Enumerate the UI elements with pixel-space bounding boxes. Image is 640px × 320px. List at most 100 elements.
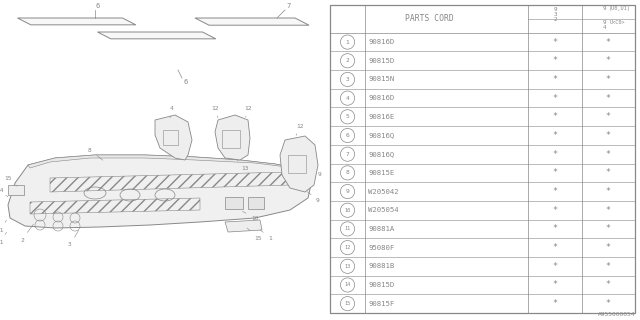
Text: 9: 9 [346, 189, 349, 194]
Text: *: * [552, 37, 557, 47]
Text: 12: 12 [211, 106, 219, 118]
Text: *: * [606, 150, 611, 159]
Text: 15: 15 [344, 301, 351, 306]
Polygon shape [155, 115, 192, 160]
Text: *: * [552, 224, 557, 233]
Polygon shape [97, 32, 216, 39]
Text: 90815F: 90815F [368, 301, 394, 307]
Text: 12: 12 [296, 124, 304, 135]
Polygon shape [215, 115, 250, 160]
Text: *: * [552, 131, 557, 140]
Text: 9: 9 [603, 20, 606, 25]
Text: *: * [552, 280, 557, 290]
Text: 13: 13 [237, 160, 249, 171]
Text: 1: 1 [260, 230, 272, 241]
Bar [163, 130, 178, 145]
Text: *: * [606, 187, 611, 196]
Text: *: * [606, 224, 611, 233]
Text: 6: 6 [183, 79, 188, 85]
Text: 2: 2 [20, 224, 33, 243]
Text: 90815D: 90815D [368, 58, 394, 64]
Text: 5: 5 [346, 114, 349, 119]
Text: 90881B: 90881B [368, 263, 394, 269]
Text: 6: 6 [95, 3, 99, 9]
Text: 11: 11 [344, 227, 351, 231]
Text: W205054: W205054 [368, 207, 399, 213]
Text: 11: 11 [0, 220, 6, 233]
Text: *: * [606, 56, 611, 65]
Text: 8: 8 [346, 170, 349, 175]
Polygon shape [280, 136, 318, 192]
Text: 8: 8 [88, 148, 103, 160]
Text: *: * [552, 112, 557, 121]
Text: *: * [606, 243, 611, 252]
Text: *: * [552, 168, 557, 177]
Text: 9: 9 [318, 172, 322, 178]
Polygon shape [30, 198, 200, 214]
Text: U<C0>: U<C0> [609, 20, 625, 25]
Text: 12: 12 [244, 106, 252, 117]
Polygon shape [8, 155, 312, 228]
Text: 4: 4 [346, 96, 349, 100]
Text: 10: 10 [344, 208, 351, 213]
Text: 3: 3 [346, 77, 349, 82]
Text: 4: 4 [170, 106, 174, 118]
Text: *: * [552, 150, 557, 159]
Text: 90816Q: 90816Q [368, 132, 394, 139]
Text: *: * [606, 262, 611, 271]
Text: 90815E: 90815E [368, 170, 394, 176]
Text: W205042: W205042 [368, 188, 399, 195]
Text: *: * [606, 299, 611, 308]
Text: 4: 4 [603, 25, 606, 30]
Text: 1: 1 [346, 40, 349, 44]
Text: 95080F: 95080F [368, 244, 394, 251]
Text: 2: 2 [553, 17, 557, 22]
Text: 90816E: 90816E [368, 114, 394, 120]
Text: *: * [606, 168, 611, 177]
Text: 7: 7 [346, 152, 349, 157]
Text: A955000054: A955000054 [598, 312, 635, 317]
Text: 15: 15 [247, 228, 262, 241]
Text: 11: 11 [0, 232, 6, 244]
Text: 14: 14 [344, 283, 351, 287]
Text: 10: 10 [243, 211, 259, 220]
Text: 90816Q: 90816Q [368, 151, 394, 157]
Bar [288, 155, 306, 173]
Text: 12: 12 [344, 245, 351, 250]
Text: *: * [606, 37, 611, 47]
Polygon shape [17, 18, 136, 25]
Bar [248, 197, 264, 209]
Polygon shape [225, 220, 262, 232]
Text: *: * [606, 206, 611, 215]
Bar [330, 5, 635, 313]
Text: 7: 7 [286, 3, 291, 9]
Text: *: * [606, 131, 611, 140]
Text: 90815D: 90815D [368, 282, 394, 288]
Text: *: * [606, 112, 611, 121]
Text: *: * [606, 94, 611, 103]
Text: 6: 6 [346, 133, 349, 138]
Text: 15: 15 [4, 175, 17, 186]
Text: 9: 9 [603, 6, 606, 12]
Text: 90816D: 90816D [368, 39, 394, 45]
Text: *: * [552, 75, 557, 84]
Text: *: * [552, 56, 557, 65]
Text: 90816D: 90816D [368, 95, 394, 101]
Text: *: * [606, 280, 611, 290]
Text: 90881A: 90881A [368, 226, 394, 232]
Text: 9: 9 [307, 192, 320, 203]
Text: *: * [552, 243, 557, 252]
Text: *: * [552, 262, 557, 271]
Text: *: * [552, 206, 557, 215]
Bar [8, 185, 24, 195]
Polygon shape [28, 155, 305, 170]
Bar [222, 130, 240, 148]
Polygon shape [50, 172, 290, 192]
Text: 3: 3 [553, 12, 557, 17]
Polygon shape [195, 18, 309, 25]
Text: 2: 2 [346, 58, 349, 63]
Text: *: * [552, 299, 557, 308]
Text: (U0,U1): (U0,U1) [609, 6, 631, 11]
Text: PARTS CORD: PARTS CORD [404, 14, 454, 23]
Text: *: * [552, 94, 557, 103]
